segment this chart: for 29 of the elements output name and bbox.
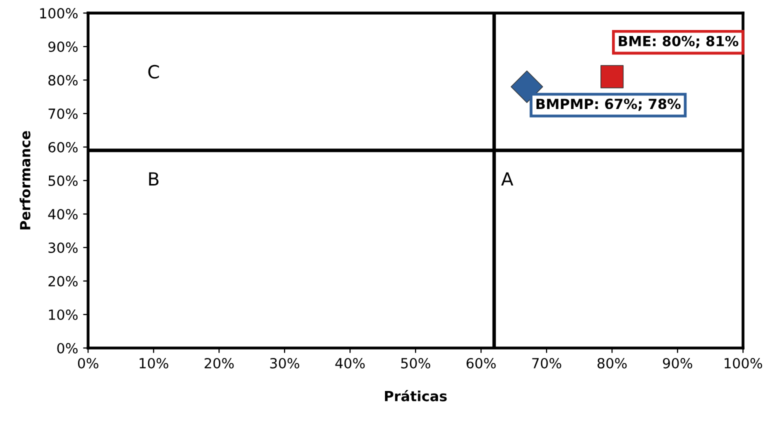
y-tick-label: 30% (48, 242, 78, 253)
y-tick-label: 40% (48, 208, 78, 220)
x-tick-label: 80% (598, 358, 627, 368)
annotation: A (501, 172, 514, 186)
y-tick-label: 70% (48, 108, 78, 120)
x-tick-label: 20% (204, 358, 234, 368)
x-tick-label: 90% (662, 358, 692, 368)
annotation: BMPMP: 67%; 78% (536, 98, 681, 111)
y-axis-title: Performance (20, 131, 30, 230)
x-tick-label: 30% (270, 358, 300, 368)
y-tick-label: 0% (57, 342, 78, 354)
x-tick-label: 70% (532, 358, 562, 368)
x-axis-title: Práticas (384, 390, 447, 402)
y-tick-label: 100% (40, 8, 78, 19)
x-tick-label: 0% (78, 358, 98, 368)
x-tick-label: 50% (401, 358, 430, 368)
annotation: C (148, 64, 159, 79)
annotation: BME: 80%; 81% (618, 36, 738, 48)
y-tick-label: 90% (48, 42, 78, 52)
annotation: B (149, 172, 158, 186)
y-tick-label: 10% (49, 309, 78, 320)
x-tick-label: 60% (466, 358, 496, 368)
y-tick-label: 60% (48, 142, 78, 153)
y-tick-label: 20% (48, 276, 78, 286)
y-tick-label: 80% (48, 75, 78, 86)
y-tick-label: 50% (48, 175, 78, 186)
x-tick-label: 10% (140, 358, 168, 368)
x-tick-label: 40% (335, 358, 365, 368)
x-tick-label: 100% (724, 358, 762, 368)
